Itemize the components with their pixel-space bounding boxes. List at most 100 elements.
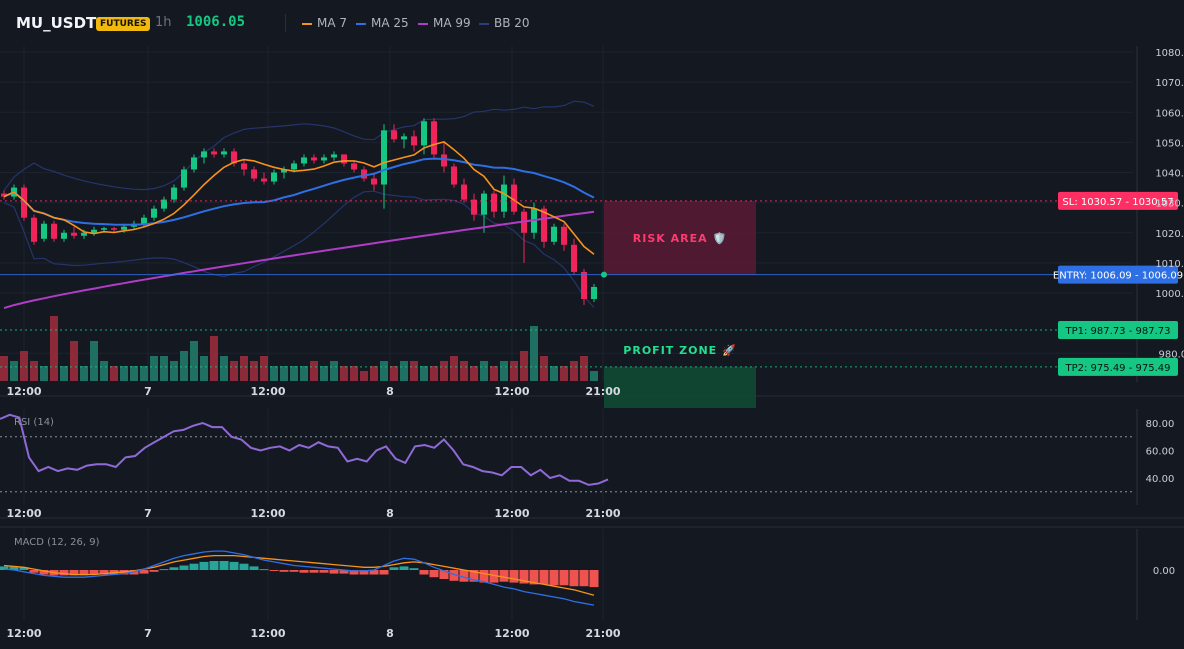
volume-bar (310, 361, 318, 381)
candle (381, 124, 387, 209)
volume-bar (350, 366, 358, 381)
volume-bar (170, 361, 178, 381)
candle-body (71, 232, 77, 236)
candle (561, 223, 567, 251)
macd-histogram-bar (19, 567, 29, 570)
time-axis-label: 8 (386, 385, 394, 398)
volume-bar (530, 326, 538, 381)
volume-bar (20, 351, 28, 381)
volume-bar (330, 361, 338, 381)
candle-body (481, 193, 487, 215)
bollinger-bands (3, 100, 595, 308)
candle-body (251, 169, 257, 179)
time-axis-label: 12:00 (6, 507, 41, 520)
macd-histogram-bar (499, 570, 509, 582)
candle (171, 184, 177, 203)
volume-bar (430, 366, 438, 381)
level-tag-label: TP1: 987.73 - 987.73 (1065, 326, 1171, 337)
macd-histogram-bar (469, 570, 479, 582)
candle (591, 283, 597, 303)
candle-body (171, 187, 177, 200)
macd-histogram-bar (479, 570, 489, 583)
candle-body (231, 151, 237, 164)
legend-ma25[interactable]: MA 25 (356, 16, 409, 30)
candle (551, 223, 557, 245)
macd-histogram-bar (389, 567, 399, 570)
candle-body (361, 169, 367, 179)
timeframe-label[interactable]: 1h (155, 15, 172, 30)
symbol-title[interactable]: MU_USDT (16, 14, 97, 32)
macd-axis-label: 0.00 (1153, 566, 1175, 577)
candle-body (411, 136, 417, 146)
volume-bar (130, 366, 138, 381)
legend-ma7-label: MA 7 (317, 16, 348, 30)
candle-body (371, 178, 377, 185)
legend-ma7[interactable]: MA 7 (302, 16, 347, 30)
candle (321, 154, 327, 164)
candles[interactable] (1, 118, 597, 306)
time-axis-label: 8 (386, 507, 394, 520)
chart-header: MU_USDT FUTURES 1h 1006.05 MA 7 MA 25 MA… (0, 0, 1184, 46)
candle (351, 160, 357, 173)
volume-bar (320, 366, 328, 381)
price-axis-label: 1020.00 (1155, 229, 1184, 240)
level-tag (1058, 191, 1178, 210)
volume-bar (390, 366, 398, 381)
price-axis-label: 1040.00 (1155, 169, 1184, 180)
volume-bar (160, 356, 168, 381)
candle (361, 166, 367, 182)
candle-body (391, 130, 397, 140)
legend-bb20[interactable]: BB 20 (479, 16, 530, 30)
candle-body (161, 199, 167, 209)
time-axis-label: 21:00 (585, 385, 620, 398)
macd-histogram-bar (399, 566, 409, 570)
candle-body (351, 163, 357, 170)
macd-line (3, 550, 595, 606)
candle (521, 208, 527, 263)
volume-bar (590, 371, 598, 381)
time-axis-label: 12:00 (494, 507, 529, 520)
macd-histogram-bar (179, 565, 189, 570)
volume-bar (290, 366, 298, 381)
legend-bb20-swatch (479, 22, 489, 25)
macd-histogram-bar (149, 570, 159, 572)
rsi-axis-label: 60.00 (1146, 447, 1175, 458)
legend-ma99[interactable]: MA 99 (418, 16, 471, 30)
candle (261, 172, 267, 185)
volume-bar (150, 356, 158, 381)
candle (571, 238, 577, 275)
rsi-axis-label: 40.00 (1146, 474, 1175, 485)
macd-histogram-bar (249, 566, 259, 570)
level-tag-label: TP2: 975.49 - 975.49 (1065, 363, 1171, 374)
candle-body (291, 163, 297, 170)
macd-histogram-bar (189, 563, 199, 570)
volume-bar (510, 361, 518, 381)
time-axis-label: 21:00 (585, 627, 620, 640)
volume-bar (470, 366, 478, 381)
macd-histogram-bar (559, 570, 569, 586)
time-axis-label: 12:00 (6, 385, 41, 398)
candle-body (341, 154, 347, 164)
bb-lower-line (3, 190, 595, 308)
macd-histogram-bar (199, 561, 209, 570)
volume-bar (570, 361, 578, 381)
candle-body (381, 130, 387, 185)
candle (441, 142, 447, 173)
candle-body (301, 157, 307, 164)
macd-histogram-bar (99, 570, 109, 575)
macd-histogram-bar (509, 570, 519, 583)
volume-bar (380, 361, 388, 381)
level-tag-label: SL: 1030.57 - 1030.57 (1062, 197, 1173, 208)
candle (431, 118, 437, 158)
macd-histogram-bar (299, 570, 309, 573)
macd-histogram-bar (0, 566, 9, 570)
candle (211, 148, 217, 158)
macd-histogram-bar (379, 570, 389, 575)
candle (61, 229, 67, 242)
candle-body (101, 228, 107, 230)
candle-body (431, 121, 437, 155)
candle-body (571, 244, 577, 272)
macd-histogram-bar (439, 570, 449, 579)
time-axis-label: 12:00 (494, 627, 529, 640)
